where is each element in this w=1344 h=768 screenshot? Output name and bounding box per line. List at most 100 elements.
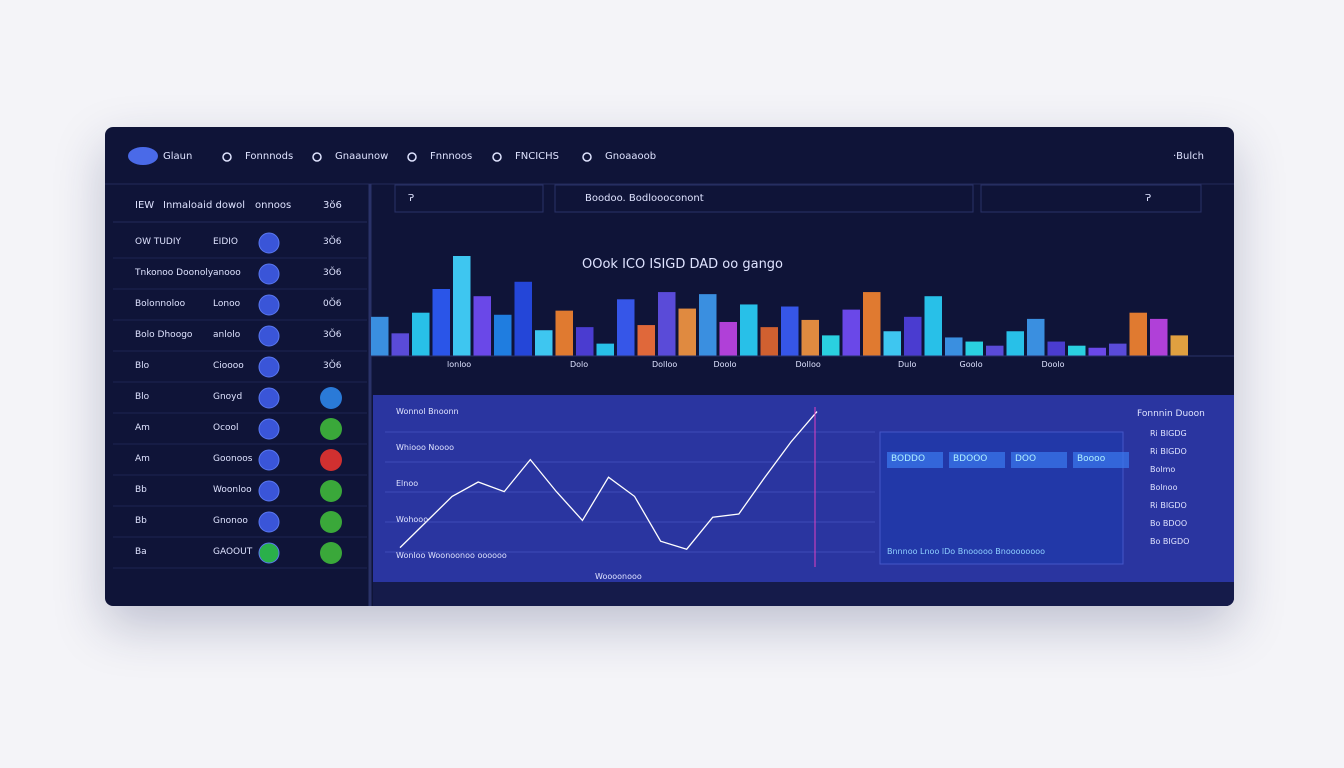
y-label: Whiooo Noooo: [396, 443, 454, 452]
panel-row: Ri BIGDO: [1150, 501, 1187, 510]
bar: [473, 296, 491, 356]
row-icon: [258, 387, 280, 409]
table-header: Inmaloaid dowol: [163, 200, 246, 211]
x-tick-label: Dolo: [570, 360, 589, 369]
y-label: Wonnol Bnoonn: [396, 407, 459, 416]
panel-footer: Bnnnoo Lnoo lDo Bnooooo Bnoooooooo: [887, 547, 1045, 556]
row-label: Blo: [135, 361, 150, 371]
dashboard: Glaun ·Bulch Ɂ Boodoo. Bodloooconont Ɂ O…: [105, 127, 1234, 606]
x-tick-label: Dolloo: [652, 360, 678, 369]
row-label: Bolonnoloo: [135, 299, 186, 309]
bar: [494, 314, 512, 356]
bar: [1129, 312, 1147, 356]
x-tick-label: Dolloo: [795, 360, 821, 369]
bar: [965, 341, 983, 356]
panel-row: Bolmo: [1150, 465, 1176, 474]
nav-item[interactable]: Fonnnods: [245, 151, 294, 162]
row-icon: [258, 356, 280, 378]
user-menu[interactable]: ·Bulch: [1173, 151, 1204, 162]
nav-item[interactable]: Gnoaaoob: [605, 151, 657, 162]
row-status: [320, 387, 342, 409]
lower-footer: [373, 582, 1234, 606]
row-icon: [258, 480, 280, 502]
nav-item[interactable]: Gnaaunow: [335, 151, 389, 162]
y-label: Elnoo: [396, 479, 419, 488]
line-chart-title: Woooonooo: [595, 572, 642, 581]
filter-text[interactable]: Ɂ: [408, 193, 415, 204]
tag: BDOOO: [953, 454, 988, 464]
nav-icon: [492, 152, 502, 162]
bar: [637, 325, 655, 356]
nav-item[interactable]: FNCICHS: [515, 151, 560, 162]
row-icon: [258, 232, 280, 254]
tag: BODDO: [891, 454, 926, 464]
bar: [678, 308, 696, 356]
x-tick-label: Doolo: [1041, 360, 1065, 369]
row-sub: Gnoyd: [213, 392, 243, 402]
row-icon: [258, 542, 280, 564]
filter-text[interactable]: Ɂ: [1145, 193, 1152, 204]
table-header: onnoos: [255, 200, 292, 211]
bar: [822, 335, 840, 356]
row-sub: EIDIO: [213, 237, 239, 247]
bar: [699, 294, 717, 356]
bar: [535, 330, 553, 356]
bar: [1047, 341, 1065, 356]
canvas: [105, 147, 1234, 606]
filter-box[interactable]: [980, 184, 1202, 213]
logo[interactable]: [128, 147, 158, 165]
bar: [1027, 318, 1045, 356]
row-sub: Lonoo: [213, 299, 241, 309]
tag: DOO: [1015, 454, 1037, 464]
x-tick-label: Doolo: [713, 360, 737, 369]
row-sub: anlolo: [213, 330, 241, 340]
bar: [1088, 347, 1106, 356]
bar: [719, 321, 737, 356]
filter-box[interactable]: [394, 184, 544, 213]
nav-icon: [407, 152, 417, 162]
panel-row: Ri BIGDO: [1150, 447, 1187, 456]
row-label: Bb: [135, 485, 147, 495]
row-status: [320, 418, 342, 440]
filter-box[interactable]: [554, 184, 974, 213]
x-tick-label: Goolo: [959, 360, 983, 369]
bar: [514, 281, 532, 356]
row-status: [320, 449, 342, 471]
row-icon: [258, 449, 280, 471]
panel-row: Bolnoo: [1150, 483, 1178, 492]
bar: [740, 304, 758, 356]
row-value: 3Ŏ6: [323, 330, 342, 340]
bar: [617, 299, 635, 356]
bar: [904, 316, 922, 356]
row-icon: [258, 511, 280, 533]
row-value: 3Ŏ6: [323, 361, 342, 371]
nav-icon: [312, 152, 322, 162]
bar: [432, 288, 450, 356]
nav-item[interactable]: Fnnnoos: [430, 151, 473, 162]
bar: [1109, 343, 1127, 356]
tag-cell: [887, 452, 943, 468]
bar: [1006, 331, 1024, 356]
bar: [986, 345, 1004, 356]
brand[interactable]: Glaun: [163, 151, 193, 162]
row-icon: [258, 418, 280, 440]
panel-row: Bo BDOO: [1150, 519, 1188, 528]
tag-cell: [949, 452, 1005, 468]
row-sub: Woonloo: [213, 485, 252, 495]
bar: [596, 343, 614, 356]
table-header: IEW: [135, 200, 155, 211]
row-sub: Gnonoo: [213, 516, 248, 526]
tag: Boooo: [1077, 454, 1106, 464]
row-sub: Ocool: [213, 423, 239, 433]
x-tick-label: Dulo: [898, 360, 917, 369]
row-sub: Cioooo: [213, 361, 244, 371]
bar: [945, 337, 963, 356]
bar: [1068, 345, 1086, 356]
panel-row: Ri BIGDG: [1150, 429, 1187, 438]
row-sub: Goonoos: [213, 454, 253, 464]
line-series: [399, 411, 818, 550]
row-label: OW TUDIY: [135, 237, 182, 247]
bar: [412, 312, 430, 356]
filter-text[interactable]: Boodoo. Bodloooconont: [585, 193, 704, 204]
bar: [760, 327, 778, 356]
